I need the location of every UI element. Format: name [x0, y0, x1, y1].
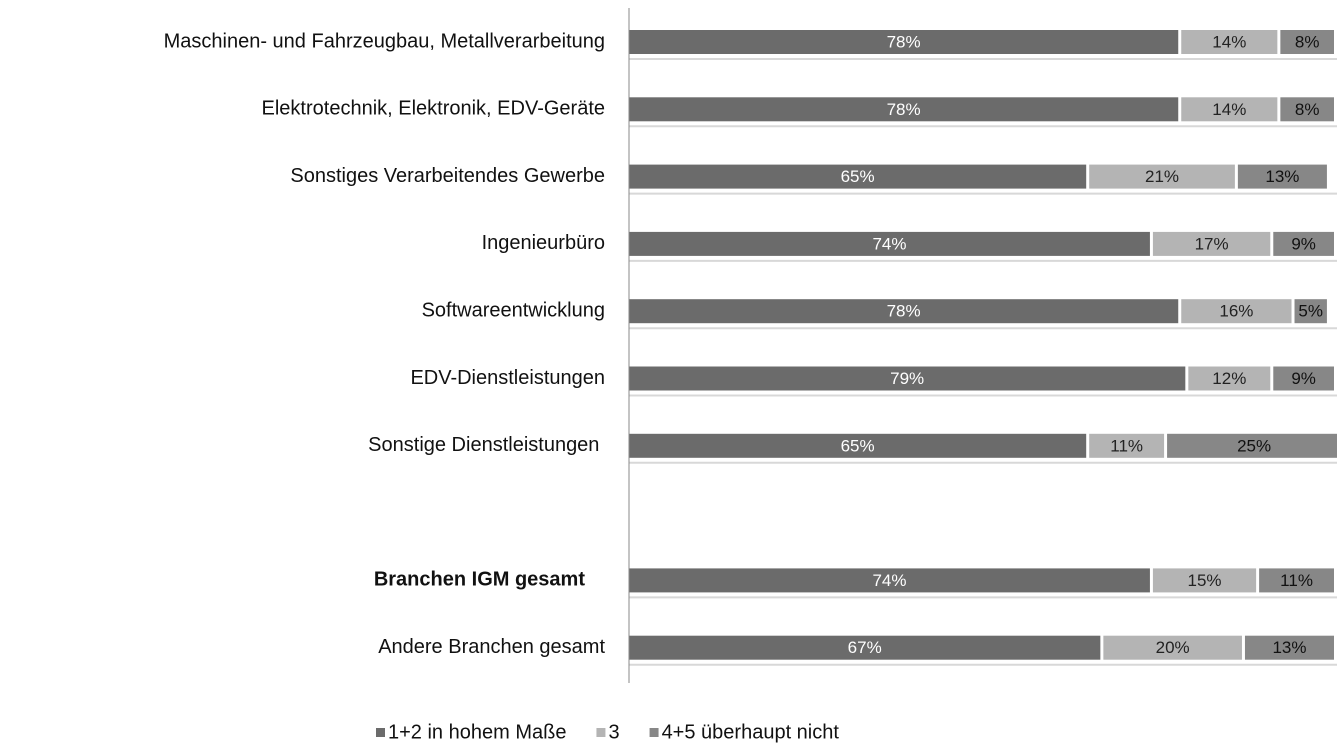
category-label: Ingenieurbüro [482, 232, 605, 254]
bar-segment [629, 164, 1087, 189]
value-label: 9% [1291, 369, 1316, 388]
bar-segment [1244, 635, 1334, 660]
bar-segment [1152, 568, 1257, 593]
value-label: 14% [1212, 32, 1246, 51]
bar-segment [1167, 433, 1337, 458]
bar-segment [629, 299, 1179, 324]
category-label: Sonstiges Verarbeitendes Gewerbe [290, 165, 605, 187]
bar-segment [1237, 164, 1327, 189]
value-label: 14% [1212, 100, 1246, 119]
value-label: 16% [1219, 302, 1253, 321]
value-label: 65% [841, 167, 875, 186]
category-label: Andere Branchen gesamt [378, 636, 605, 658]
bar-segment [1089, 164, 1235, 189]
bar-segment [629, 568, 1150, 593]
bar-segment [1273, 231, 1334, 256]
bar-segment [1103, 635, 1242, 660]
bar-segment [1294, 299, 1327, 324]
value-label: 78% [887, 302, 921, 321]
bar-segment [629, 30, 1179, 54]
value-label: 17% [1195, 234, 1229, 253]
value-label: 8% [1295, 32, 1320, 51]
category-label: Maschinen- und Fahrzeugbau, Metallverarb… [164, 30, 605, 52]
value-label: 25% [1237, 436, 1271, 455]
legend-label: 3 [608, 721, 619, 743]
category-label: Elektrotechnik, Elektronik, EDV-Geräte [262, 98, 605, 120]
legend-label: 4+5 überhaupt nicht [662, 721, 840, 743]
value-label: 21% [1145, 167, 1179, 186]
bar-segment [629, 97, 1179, 122]
bar-segment [629, 231, 1150, 256]
bar-segment [1089, 433, 1165, 458]
value-label: 5% [1298, 302, 1323, 321]
value-label: 20% [1156, 638, 1190, 657]
legend-swatch [376, 728, 385, 737]
value-label: 15% [1188, 571, 1222, 590]
bar-segment [1181, 299, 1292, 324]
bar-segment [1259, 568, 1334, 593]
value-label: 65% [841, 436, 875, 455]
bar-segment [1181, 30, 1278, 54]
value-label: 74% [872, 234, 906, 253]
bar-segment [629, 366, 1186, 391]
bar-segment [1280, 30, 1334, 54]
bar-segment [1181, 97, 1278, 122]
value-label: 8% [1295, 100, 1320, 119]
bar-segment [1273, 366, 1334, 391]
value-label: 13% [1272, 638, 1306, 657]
bar-segment [1152, 231, 1271, 256]
value-label: 12% [1212, 369, 1246, 388]
bar-segment [1280, 97, 1334, 122]
value-label: 11% [1110, 436, 1143, 455]
legend-swatch [649, 728, 659, 737]
value-label: 78% [887, 100, 921, 119]
category-label: Softwareentwicklung [422, 299, 605, 321]
value-label: 13% [1265, 167, 1299, 186]
value-label: 67% [848, 638, 882, 657]
category-label: EDV-Dienstleistungen [410, 367, 605, 389]
bar-segment [629, 635, 1101, 660]
value-label: 78% [887, 32, 921, 51]
bar-segment [629, 433, 1087, 458]
value-label: 9% [1291, 234, 1316, 253]
category-label: Sonstige Dienstleistungen [368, 434, 605, 456]
legend-swatch [596, 728, 606, 737]
value-label: 79% [890, 369, 924, 388]
value-label: 11% [1280, 571, 1313, 590]
category-label: Branchen IGM gesamt [374, 569, 586, 591]
legend-label: 1+2 in hohem Maße [388, 721, 566, 743]
bar-segment [1188, 366, 1271, 391]
value-label: 74% [872, 571, 906, 590]
